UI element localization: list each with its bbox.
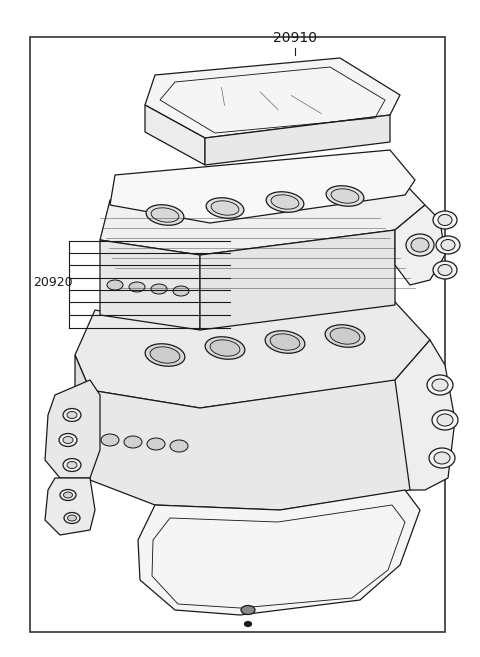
Ellipse shape [241,606,255,614]
Ellipse shape [150,347,180,363]
Polygon shape [138,490,420,615]
Ellipse shape [406,234,434,256]
Ellipse shape [438,214,452,225]
Text: 20920: 20920 [33,277,72,290]
Ellipse shape [438,265,452,275]
Ellipse shape [145,344,185,366]
Ellipse shape [101,434,119,446]
Ellipse shape [429,448,455,468]
Ellipse shape [330,328,360,344]
Ellipse shape [63,459,81,472]
Polygon shape [75,302,430,408]
Ellipse shape [326,186,364,206]
Ellipse shape [68,515,76,521]
Ellipse shape [433,211,457,229]
Polygon shape [200,230,395,330]
Polygon shape [100,240,200,330]
Ellipse shape [59,434,77,447]
Polygon shape [145,105,205,165]
Ellipse shape [441,240,455,250]
Ellipse shape [437,414,453,426]
Ellipse shape [427,375,453,395]
Ellipse shape [107,280,123,290]
Ellipse shape [434,452,450,464]
Polygon shape [45,478,95,535]
Ellipse shape [244,622,252,627]
Ellipse shape [124,436,142,448]
Polygon shape [395,205,445,285]
Ellipse shape [151,284,167,294]
Ellipse shape [64,512,80,524]
Ellipse shape [67,411,77,419]
Ellipse shape [266,192,304,212]
Ellipse shape [210,340,240,356]
Ellipse shape [411,238,429,252]
Text: 20910: 20910 [273,31,317,45]
Ellipse shape [173,286,189,296]
Ellipse shape [170,440,188,452]
Polygon shape [145,58,400,138]
Polygon shape [45,380,100,478]
Ellipse shape [206,198,244,218]
Ellipse shape [205,337,245,359]
Ellipse shape [67,461,77,468]
Ellipse shape [146,205,184,225]
Ellipse shape [63,436,73,443]
Ellipse shape [147,438,165,450]
Ellipse shape [325,325,365,348]
Ellipse shape [432,379,448,391]
Ellipse shape [63,409,81,422]
Ellipse shape [270,334,300,350]
Polygon shape [75,355,90,480]
Ellipse shape [129,282,145,292]
Polygon shape [395,340,455,490]
Ellipse shape [432,410,458,430]
Bar [30,37,445,632]
Polygon shape [90,340,440,510]
Ellipse shape [60,489,76,501]
Ellipse shape [433,261,457,279]
Ellipse shape [331,189,359,203]
Polygon shape [110,150,415,223]
Ellipse shape [211,201,239,215]
Polygon shape [100,168,425,255]
Polygon shape [205,115,390,165]
Ellipse shape [151,208,179,222]
Ellipse shape [271,194,299,209]
Ellipse shape [63,492,72,498]
Ellipse shape [265,330,305,353]
Ellipse shape [436,236,460,254]
